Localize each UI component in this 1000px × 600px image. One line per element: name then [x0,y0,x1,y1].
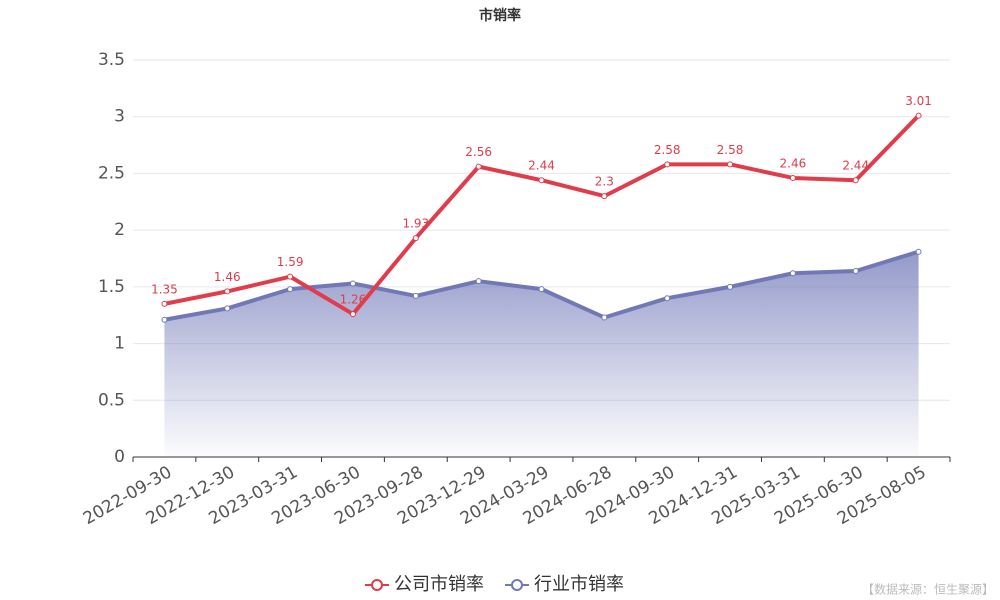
point [664,161,671,168]
point [161,300,168,307]
data-label: 2.46 [780,156,807,170]
area [164,251,919,457]
point [664,295,671,302]
point [601,193,608,200]
point [224,288,231,295]
point [287,273,294,280]
point [538,286,545,293]
source-note: 【数据来源：恒生聚源】 [862,582,994,597]
point [349,280,356,287]
point [727,283,734,290]
point [475,278,482,285]
data-label: 1.35 [151,282,178,296]
point [789,270,796,277]
y-tick-label: 3 [114,107,125,127]
y-tick-label: 0.5 [98,390,125,410]
point [538,177,545,184]
data-label: 2.44 [842,159,869,173]
point [789,174,796,181]
point [287,286,294,293]
data-label: 3.01 [905,94,932,108]
data-label: 1.26 [340,293,367,307]
y-tick-label: 0 [114,447,125,467]
data-label: 2.3 [595,175,614,189]
data-label: 1.59 [277,255,304,269]
point [349,311,356,318]
point [852,177,859,184]
point [601,314,608,321]
point [727,161,734,168]
point [852,267,859,274]
y-tick-label: 2 [114,220,125,240]
legend-marker [511,579,523,591]
y-tick-label: 1 [114,334,125,354]
y-tick-label: 2.5 [98,163,125,183]
point [412,292,419,299]
legend-marker [371,579,383,591]
data-label: 1.93 [402,217,429,231]
data-label: 2.44 [528,159,555,173]
point [915,248,922,255]
point [915,112,922,119]
point [161,316,168,323]
chart-title: 市销率 [479,7,521,24]
y-tick-label: 3.5 [98,50,125,70]
data-label: 2.58 [654,143,681,157]
y-tick-label: 1.5 [98,277,125,297]
legend-label: 行业市销率 [534,574,624,595]
point [224,305,231,312]
point [412,235,419,242]
point [475,163,482,170]
data-label: 2.56 [465,145,492,159]
data-label: 2.58 [717,143,744,157]
legend-label: 公司市销率 [394,574,484,595]
data-label: 1.46 [214,270,241,284]
